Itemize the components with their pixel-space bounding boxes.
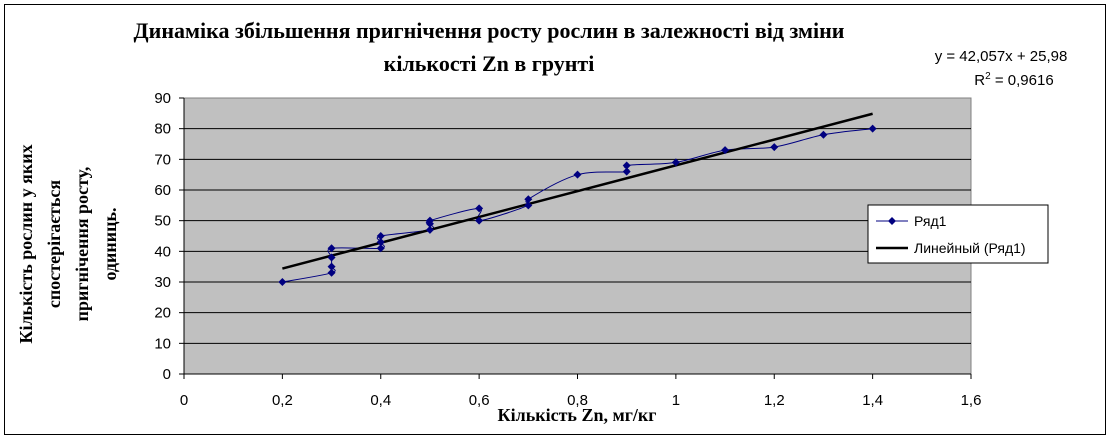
legend: Ряд1 Линейный (Ряд1) (867, 204, 1049, 264)
x-tick-label: 0,8 (567, 392, 588, 409)
data-point (524, 201, 533, 210)
y-axis-title-line1: Кількість рослин у яких (16, 144, 36, 343)
data-point (425, 216, 434, 225)
y-tick-label: 0 (163, 366, 171, 383)
x-tick-label: 1,6 (961, 392, 982, 409)
y-axis-title: Кількість рослин у яких спостерігається … (16, 144, 120, 343)
data-point (327, 253, 336, 262)
r2-superscript: 2 (985, 71, 991, 82)
y-tick-label: 80 (154, 121, 171, 138)
y-axis-title-line3: пригнічення росту, (72, 167, 92, 322)
y-tick-label: 90 (154, 90, 171, 107)
data-point (622, 161, 631, 170)
y-tick-label: 60 (154, 182, 171, 199)
r2-prefix: R (974, 72, 985, 89)
y-axis-title-line2: спостерігається (44, 180, 64, 308)
x-tick-label: 0 (180, 392, 188, 409)
x-tick-label: 1,2 (764, 392, 785, 409)
data-point (475, 204, 484, 213)
data-point (376, 244, 385, 253)
data-point (524, 195, 533, 204)
plot-area: 0 10 20 30 40 50 60 70 80 90 0 0,2 0,4 0,6 0,8 1 1,2 1,4 1… (154, 90, 981, 409)
data-point (573, 170, 582, 179)
plot-background (183, 97, 972, 375)
x-tick-label: 0,6 (469, 392, 490, 409)
x-axis-title: Кількість Zn, мг/кг (498, 405, 657, 425)
y-tick-label: 50 (154, 213, 171, 230)
y-axis-title-line4: одиниць. (100, 207, 120, 280)
chart-title-line2: кількості Zn в грунті (384, 51, 595, 76)
x-tick-label: 1,4 (862, 392, 883, 409)
data-point (327, 244, 336, 253)
x-tick-label: 0,4 (370, 392, 391, 409)
data-point (671, 158, 680, 167)
legend-label-trendline: Линейный (Ряд1) (914, 240, 1026, 256)
legend-box (867, 204, 1049, 264)
y-tick-label: 10 (154, 335, 171, 352)
chart-title-line1: Динаміка збільшення пригнічення росту ро… (134, 18, 845, 43)
data-point (622, 167, 631, 176)
data-point (721, 146, 730, 155)
legend-label-series1: Ряд1 (914, 213, 947, 229)
trendline-equation: y = 42,057x + 25,98 (935, 48, 1068, 65)
data-point (327, 262, 336, 271)
legend-series-marker (888, 217, 896, 225)
data-point (327, 268, 336, 277)
data-point (475, 216, 484, 225)
r2-value: = 0,9616 (991, 72, 1054, 89)
y-tick-label: 20 (154, 305, 171, 322)
data-point (376, 232, 385, 240)
trendline-r-squared: R2 = 0,9616 (974, 71, 1053, 89)
data-point (819, 130, 828, 139)
y-tick-label: 40 (154, 243, 171, 260)
y-tick-label: 70 (154, 151, 171, 168)
y-tick-label: 30 (154, 274, 171, 291)
data-point (278, 278, 287, 286)
data-point (425, 225, 434, 234)
data-point (868, 124, 877, 133)
data-point (376, 238, 385, 247)
data-point (770, 143, 779, 152)
x-tick-label: 1 (672, 392, 680, 409)
x-tick-label: 0,2 (272, 392, 293, 409)
